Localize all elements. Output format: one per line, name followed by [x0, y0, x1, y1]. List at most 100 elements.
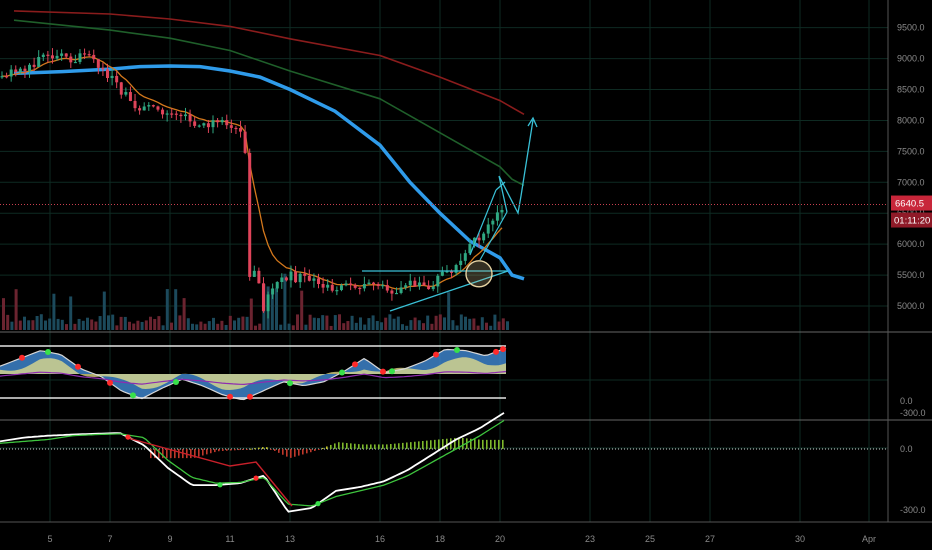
volume-bar [363, 324, 367, 330]
last-price-label: 6640.5 [895, 199, 924, 210]
candle [312, 278, 316, 281]
candle [431, 286, 435, 290]
histogram-bar [430, 440, 432, 449]
last-price-badge [891, 195, 932, 211]
candle [9, 69, 13, 77]
histogram-bar [342, 442, 344, 449]
candle [344, 283, 348, 286]
date-tick-label: 11 [225, 534, 234, 544]
histogram-bar [310, 449, 312, 453]
price-tick-label: 7500.0 [897, 146, 925, 156]
candle [151, 105, 155, 107]
volume-bar [287, 323, 291, 330]
price-tick-label: 5500.0 [897, 270, 925, 280]
crossover-dot [217, 482, 223, 488]
candle [445, 271, 449, 273]
volume-bar [119, 316, 123, 330]
histogram-bar [246, 449, 248, 450]
candle [335, 290, 339, 292]
volume-bar [56, 318, 60, 330]
histogram-bar [158, 449, 160, 459]
candle [73, 61, 77, 64]
volume-bar [136, 320, 140, 330]
buy-signal-dot [287, 380, 293, 387]
histogram-bar [370, 444, 372, 449]
candle [156, 106, 160, 110]
candle [303, 273, 307, 276]
volume-bar [207, 321, 211, 330]
buy-signal-dot [389, 368, 395, 375]
sell-signal-dot [493, 348, 499, 355]
volume-bar [472, 318, 476, 330]
projection-path [495, 119, 534, 216]
candle [390, 290, 394, 294]
histogram-bar [434, 439, 436, 449]
candle [252, 270, 256, 277]
date-tick-label: 16 [375, 534, 385, 544]
volume-bar [476, 325, 480, 330]
candle [87, 54, 91, 56]
candle [472, 237, 476, 244]
histogram-bar [266, 447, 268, 449]
volume-bar [455, 325, 459, 330]
volume-bar [111, 314, 115, 330]
candle [119, 82, 123, 95]
histogram-bar [390, 444, 392, 449]
volume-bar [212, 317, 215, 330]
sell-signal-dot [107, 379, 113, 386]
candle [179, 114, 183, 117]
volume-bar [354, 322, 358, 330]
candle [289, 271, 293, 281]
histogram-bar [378, 444, 380, 449]
volume-bar [6, 314, 10, 330]
candle [69, 56, 73, 63]
macd-pane[interactable] [0, 412, 888, 513]
price-tick-label: 8000.0 [897, 115, 925, 125]
oscillator-pane[interactable] [0, 345, 507, 401]
candle [372, 282, 376, 285]
candle [422, 282, 426, 286]
candle [486, 224, 490, 234]
candle [413, 280, 417, 287]
candle [60, 53, 64, 56]
candle [46, 54, 50, 56]
volume-bar [501, 318, 505, 330]
candle [450, 271, 454, 273]
histogram-bar [314, 449, 316, 451]
histogram-bar [410, 442, 412, 449]
price-pane[interactable] [0, 10, 888, 330]
volume-bar [346, 321, 350, 330]
histogram-bar [150, 449, 152, 459]
volume-bar [35, 315, 39, 330]
candle [353, 285, 357, 288]
trendline-drawings[interactable] [362, 116, 538, 312]
volume-bar [182, 298, 186, 330]
histogram-bar [490, 439, 492, 449]
price-tick-label: 8500.0 [897, 85, 925, 95]
volume-bars [2, 273, 509, 330]
volume-bar [245, 316, 249, 330]
candle [349, 283, 353, 286]
volume-bar [422, 323, 425, 330]
price-tick-label: 6000.0 [897, 239, 925, 249]
candle [174, 113, 178, 115]
volume-bar [31, 320, 35, 330]
volume-bar [359, 317, 362, 330]
volume-bar [249, 298, 253, 330]
volume-bar [123, 316, 127, 330]
candle [225, 120, 229, 126]
candle [5, 76, 9, 78]
volume-bar [178, 315, 182, 330]
buy-signal-dot [130, 392, 136, 399]
candle [211, 120, 215, 128]
candle [454, 265, 458, 273]
volume-bar [69, 296, 73, 330]
moving-average-line-1 [13, 64, 525, 281]
candle [202, 123, 206, 126]
histogram-bar [498, 439, 500, 449]
candle [110, 75, 114, 79]
candle [404, 285, 408, 288]
candle [280, 277, 284, 283]
histogram-bar [222, 449, 224, 451]
